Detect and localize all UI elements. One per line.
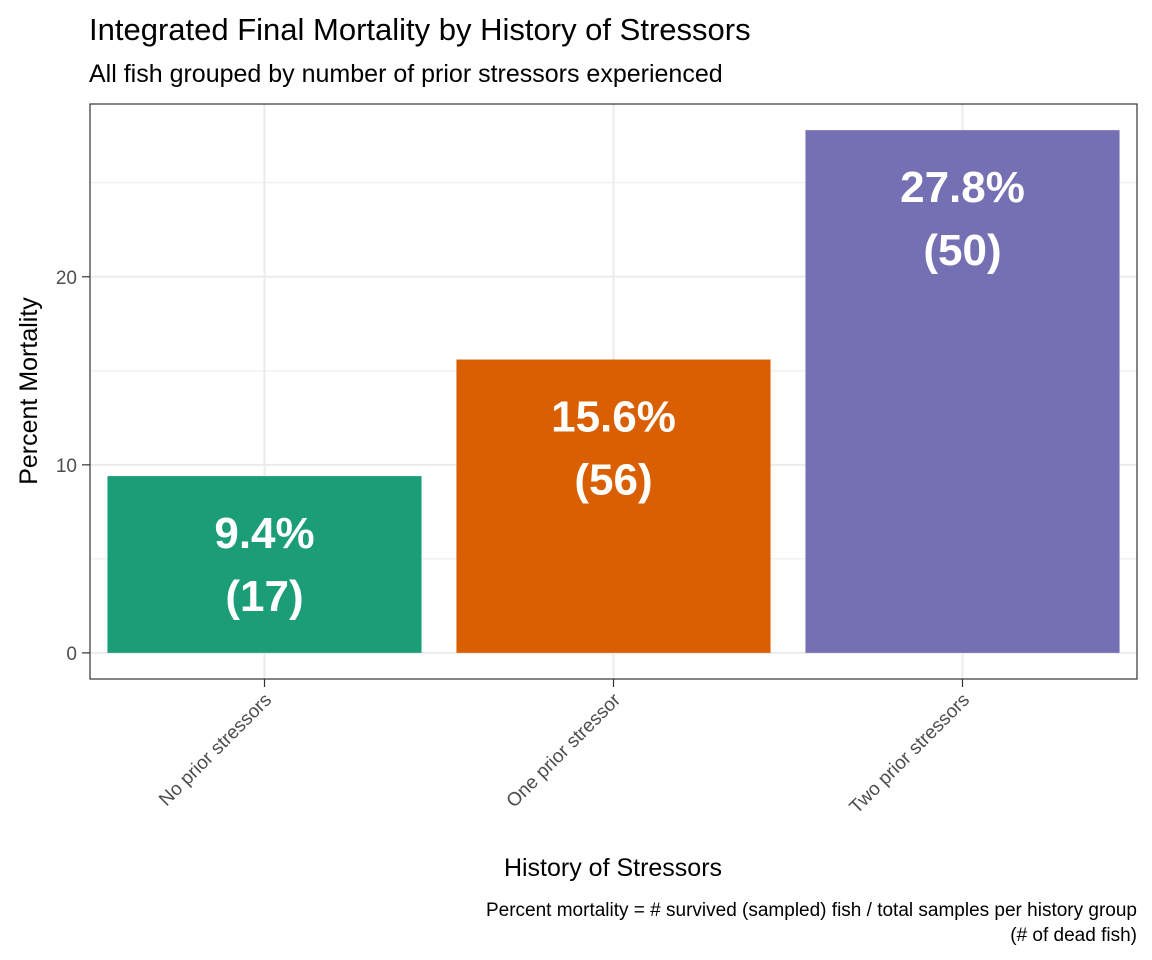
y-axis: 0 10 20 xyxy=(56,268,90,665)
caption-line-1: Percent mortality = # survived (sampled)… xyxy=(486,900,1137,921)
bar xyxy=(805,130,1120,653)
x-axis-title: History of Stressors xyxy=(504,854,722,882)
x-tick-label: Two prior stressors xyxy=(846,690,974,818)
y-axis-title: Percent Mortality xyxy=(15,297,43,485)
bars-group: 9.4% (17) 15.6% (56) 27.8% (50) xyxy=(107,130,1120,653)
x-axis: No prior stressors One prior stressor Two … xyxy=(155,679,974,818)
x-tick-label: One prior stressor xyxy=(503,689,626,812)
bar-count-label: (17) xyxy=(225,572,303,621)
y-tick-label: 0 xyxy=(66,644,77,665)
x-tick-label: No prior stressors xyxy=(155,690,276,811)
bar-count-label: (50) xyxy=(923,226,1001,275)
bar xyxy=(107,476,422,653)
y-tick-label: 20 xyxy=(56,268,77,289)
chart-subtitle: All fish grouped by number of prior stre… xyxy=(89,60,723,88)
bar-value-label: 15.6% xyxy=(551,393,676,442)
bar xyxy=(456,359,771,653)
bar-count-label: (56) xyxy=(574,456,652,505)
chart-title: Integrated Final Mortality by History of… xyxy=(89,12,751,47)
bar-value-label: 9.4% xyxy=(214,509,314,558)
bar-value-label: 27.8% xyxy=(900,163,1025,212)
y-tick-label: 10 xyxy=(56,456,77,477)
caption-line-2: (# of dead fish) xyxy=(1010,925,1137,946)
